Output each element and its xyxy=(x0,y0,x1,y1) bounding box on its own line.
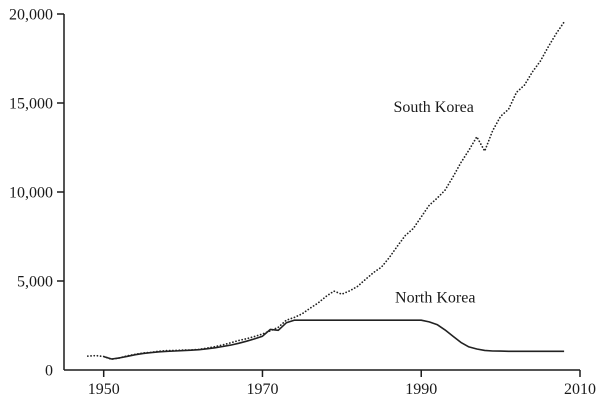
y-tick-label-20000: 20,000 xyxy=(9,7,53,24)
x-tick-label-1990: 1990 xyxy=(405,381,437,398)
series-label-south-korea: South Korea xyxy=(393,99,473,116)
x-tick-label-2010: 2010 xyxy=(564,381,596,398)
y-tick-label-5000: 5,000 xyxy=(17,274,53,291)
x-tick-label-1950: 1950 xyxy=(88,381,120,398)
series-line-south-korea xyxy=(86,21,565,361)
y-tick-label-0: 0 xyxy=(45,363,53,380)
x-tick-label-1970: 1970 xyxy=(246,381,278,398)
series-line-north-korea xyxy=(103,319,565,360)
series-label-north-korea: North Korea xyxy=(395,289,475,306)
y-tick-label-10000: 10,000 xyxy=(9,185,53,202)
y-tick-label-15000: 15,000 xyxy=(9,96,53,113)
